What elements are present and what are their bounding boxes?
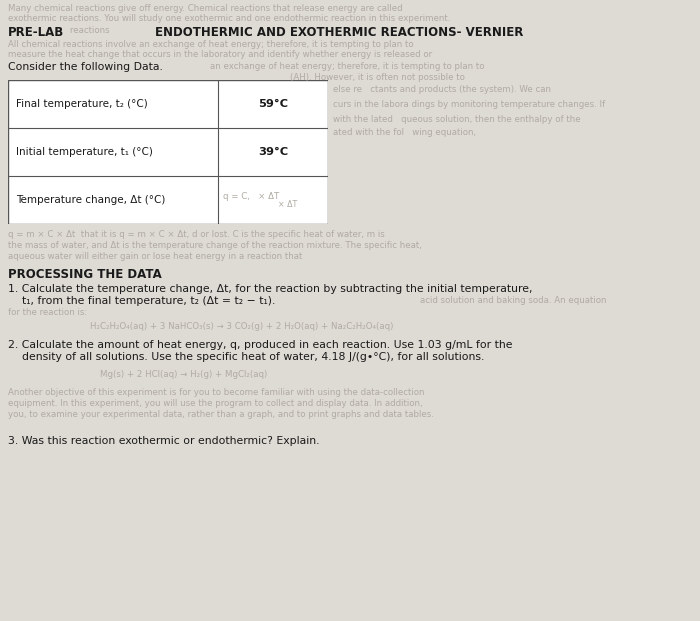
Text: PROCESSING THE DATA: PROCESSING THE DATA	[8, 268, 162, 281]
Text: ENDOTHERMIC AND EXOTHERMIC REACTIONS- VERNIER: ENDOTHERMIC AND EXOTHERMIC REACTIONS- VE…	[155, 26, 524, 39]
Text: for the reaction is:: for the reaction is:	[8, 308, 88, 317]
Text: (AH). However, it is often not possible to: (AH). However, it is often not possible …	[290, 73, 465, 82]
Text: Initial temperature, t₁ (°C): Initial temperature, t₁ (°C)	[16, 147, 153, 157]
Text: Another objective of this experiment is for you to become familiar with using th: Another objective of this experiment is …	[8, 388, 424, 397]
Text: q = C,   × ΔT: q = C, × ΔT	[223, 192, 279, 201]
Text: Consider the following Data.: Consider the following Data.	[8, 62, 163, 72]
Text: the mass of water, and Δt is the temperature change of the reaction mixture. The: the mass of water, and Δt is the tempera…	[8, 241, 422, 250]
Text: 1. Calculate the temperature change, Δt, for the reaction by subtracting the ini: 1. Calculate the temperature change, Δt,…	[8, 284, 533, 294]
Text: ated with the fol   wing equation,: ated with the fol wing equation,	[333, 128, 476, 137]
Text: Many chemical reactions give off energy. Chemical reactions that release energy : Many chemical reactions give off energy.…	[8, 4, 402, 13]
Text: 59°C: 59°C	[258, 99, 288, 109]
Text: t₁, from the final temperature, t₂ (Δt = t₂ − t₁).: t₁, from the final temperature, t₂ (Δt =…	[8, 296, 275, 306]
Text: curs in the labora dings by monitoring temperature changes. If: curs in the labora dings by monitoring t…	[333, 100, 605, 109]
Text: equipment. In this experiment, you will use the program to collect and display d: equipment. In this experiment, you will …	[8, 399, 423, 408]
Text: PRE-LAB: PRE-LAB	[8, 26, 64, 39]
Text: Mg(s) + 2 HCl(aq) → H₂(g) + MgCl₂(aq): Mg(s) + 2 HCl(aq) → H₂(g) + MgCl₂(aq)	[100, 370, 267, 379]
Text: 3. Was this reaction exothermic or endothermic? Explain.: 3. Was this reaction exothermic or endot…	[8, 436, 319, 446]
Text: Final temperature, t₂ (°C): Final temperature, t₂ (°C)	[16, 99, 148, 109]
Text: H₂C₂H₂O₄(aq) + 3 NaHCO₃(s) → 3 CO₂(g) + 2 H₂O(aq) + Na₂C₂H₂O₄(aq): H₂C₂H₂O₄(aq) + 3 NaHCO₃(s) → 3 CO₂(g) + …	[90, 322, 393, 331]
Text: with the lated   queous solution, then the enthalpy of the: with the lated queous solution, then the…	[333, 115, 580, 124]
Text: 2. Calculate the amount of heat energy, q, produced in each reaction. Use 1.03 g: 2. Calculate the amount of heat energy, …	[8, 340, 512, 350]
Text: aqueous water will either gain or lose heat energy in a reaction that: aqueous water will either gain or lose h…	[8, 252, 302, 261]
Text: acid solution and baking soda. An equation: acid solution and baking soda. An equati…	[420, 296, 606, 305]
Text: density of all solutions. Use the specific heat of water, 4.18 J/(g•°C), for all: density of all solutions. Use the specif…	[8, 352, 484, 362]
Text: reactions: reactions	[70, 26, 120, 35]
Text: All chemical reactions involve an exchange of heat energy; therefore, it is temp: All chemical reactions involve an exchan…	[8, 40, 414, 49]
Text: q = m × C × Δt  that it is q = m × C × Δt, d or lost. C is the specific heat of : q = m × C × Δt that it is q = m × C × Δt…	[8, 230, 385, 239]
Text: Temperature change, Δt (°C): Temperature change, Δt (°C)	[16, 195, 165, 205]
Text: measure the heat change that occurs in the laboratory and identify whether energ: measure the heat change that occurs in t…	[8, 50, 432, 59]
Text: exothermic reactions. You will study one exothermic and one endothermic reaction: exothermic reactions. You will study one…	[8, 14, 450, 23]
Text: an exchange of heat energy; therefore, it is tempting to plan to: an exchange of heat energy; therefore, i…	[210, 62, 484, 71]
Text: else re   ctants and products (the system). We can: else re ctants and products (the system)…	[333, 85, 551, 94]
Text: you, to examine your experimental data, rather than a graph, and to print graphs: you, to examine your experimental data, …	[8, 410, 434, 419]
Text: × ΔT: × ΔT	[278, 200, 298, 209]
Text: 39°C: 39°C	[258, 147, 288, 157]
